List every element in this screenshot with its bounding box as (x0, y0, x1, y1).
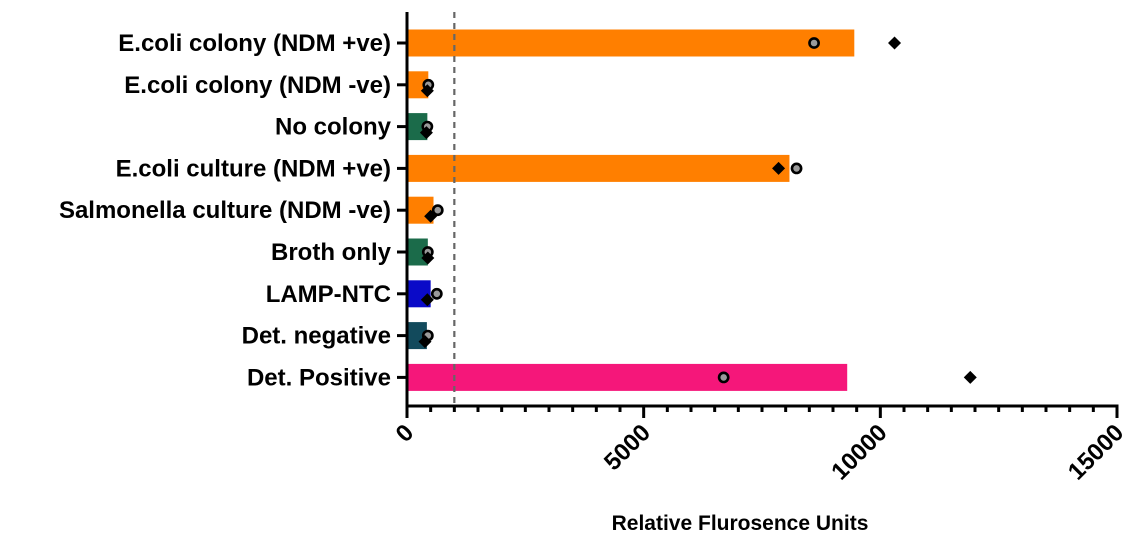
points-layer (418, 36, 977, 384)
category-label: Broth only (271, 239, 392, 266)
data-point-circle (717, 371, 730, 384)
x-axis-title: Relative Flurosence Units (612, 512, 869, 535)
labels-layer: 0 5000 10000 15000 E.coli colony (NDM +ve) E.… (59, 30, 1129, 485)
bar (407, 154, 790, 182)
data-point-diamond (963, 370, 977, 384)
axes-layer (397, 12, 1119, 418)
data-point-circle (431, 204, 444, 217)
x-tick-label: 10000 (826, 419, 892, 485)
category-label: Det. negative (242, 323, 391, 350)
data-point-diamond (772, 161, 786, 175)
category-label: LAMP-NTC (266, 281, 391, 308)
data-point-diamond (888, 36, 902, 50)
category-label: No colony (275, 114, 392, 141)
data-point-circle (808, 37, 820, 49)
data-point-diamond (424, 209, 438, 223)
bars-layer (407, 29, 855, 391)
x-tick-label: 0 (391, 419, 420, 448)
category-label: E.coli colony (NDM -ve) (124, 72, 391, 99)
data-point-diamond (420, 84, 434, 98)
category-label: E.coli culture (NDM +ve) (116, 155, 391, 182)
data-point-circle (790, 162, 803, 175)
data-point-diamond (419, 126, 433, 140)
bar (407, 363, 848, 391)
x-tick-label: 5000 (599, 419, 656, 476)
data-point-diamond (420, 293, 434, 307)
data-point-diamond (418, 335, 432, 349)
bar (407, 29, 855, 57)
category-label: Salmonella culture (NDM -ve) (59, 197, 391, 224)
data-point-circle (430, 287, 443, 300)
x-tick-label: 15000 (1063, 419, 1129, 485)
category-label: Det. Positive (247, 364, 391, 391)
category-label: E.coli colony (NDM +ve) (118, 30, 391, 57)
data-point-diamond (421, 251, 435, 265)
